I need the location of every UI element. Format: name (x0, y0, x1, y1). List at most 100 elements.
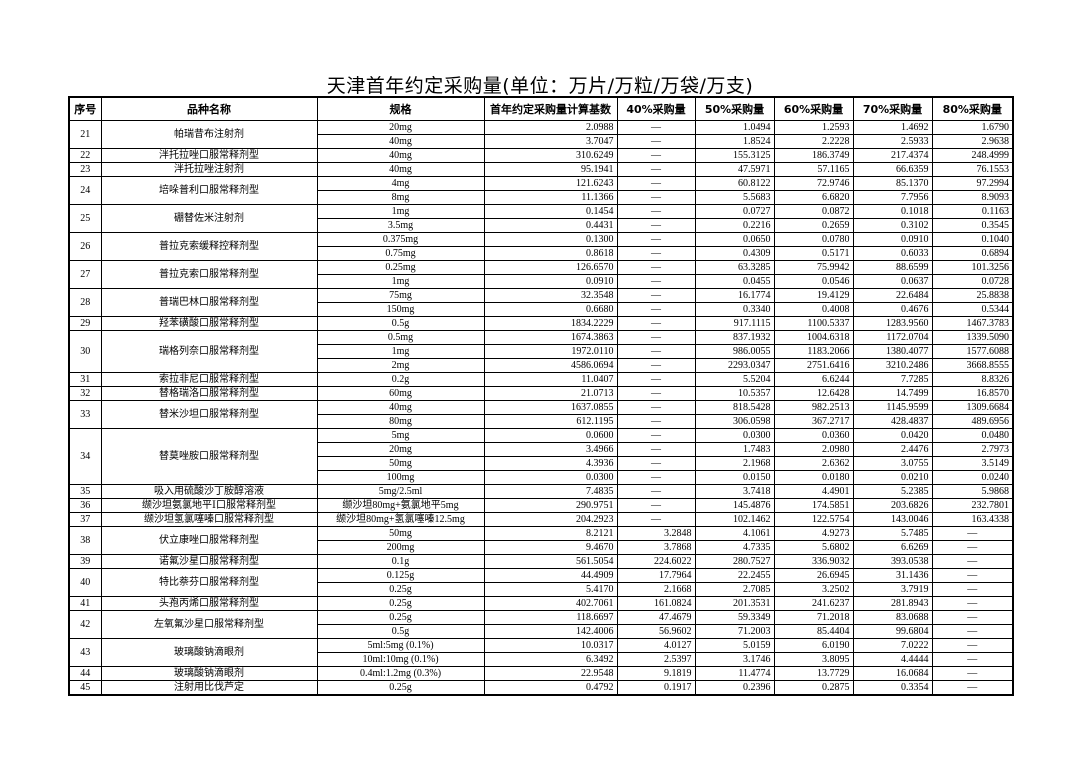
base-cell: 0.8618 (483, 246, 618, 261)
drug-name: 伏立康唑口服常释剂型 (100, 526, 318, 555)
spec-cell: 5mg (316, 428, 485, 443)
p80-cell: — (931, 540, 1014, 555)
p50-cell: 102.1462 (694, 512, 775, 527)
p80-cell: 489.6956 (931, 414, 1014, 429)
base-cell: 3.7047 (483, 134, 618, 149)
spec-cell: 20mg (316, 442, 485, 457)
base-cell: 0.4792 (483, 680, 618, 696)
table-row: 31 索拉非尼口服常释剂型 0.2g 11.0407—5.5204 6.6244 7.72… (68, 372, 1014, 387)
p40-cell: — (616, 512, 696, 527)
spec-cell: 100mg (316, 470, 485, 485)
p50-cell: 1.8524 (694, 134, 775, 149)
base-cell: 1972.0110 (483, 344, 618, 359)
p40-cell: — (616, 288, 696, 303)
p60-cell: 0.5171 (773, 246, 854, 261)
base-cell: 1674.3863 (483, 330, 618, 345)
header-50: 50%采购量 (694, 96, 775, 121)
p40-cell: 9.1819 (616, 666, 696, 681)
base-cell: 0.0910 (483, 274, 618, 289)
p80-cell: 0.5344 (931, 302, 1014, 317)
drug-name: 羟苯磺酸口服常释剂型 (100, 316, 318, 331)
spec-cell: 0.1g (316, 554, 485, 569)
table-row: 0.25g 5.4170 2.1668 2.7085 3.2502 3.7919— (69, 582, 1014, 597)
p80-cell: 3668.8555 (931, 358, 1014, 373)
drug-name: 吸入用硫酸沙丁胺醇溶液 (100, 484, 318, 499)
p80-cell: — (931, 526, 1014, 541)
p50-cell: 0.4309 (694, 246, 775, 261)
table-row: 42 左氧氟沙星口服常释剂型 0.25g 118.6697 47.4679 59.3349… (68, 610, 1014, 639)
p60-cell: 241.6237 (773, 596, 854, 611)
p40-cell: — (616, 484, 696, 499)
p70-cell: 66.6359 (852, 162, 933, 177)
drug-name: 培哚普利口服常释剂型 (100, 176, 318, 205)
base-cell: 1834.2229 (483, 316, 618, 331)
base-cell: 126.6570 (483, 260, 618, 275)
spec-cell: 0.4ml:1.2mg (0.3%) (316, 666, 485, 681)
table-row: 28 普瑞巴林口服常释剂型 75mg 32.3548—16.1774 19.4129 22… (68, 288, 1014, 317)
p60-cell: 3.8095 (773, 652, 854, 667)
drug-name: 普拉克索缓释控释剂型 (100, 232, 318, 261)
p70-cell: 31.1436 (852, 568, 933, 583)
table-row: 30 瑞格列奈口服常释剂型 0.5mg 1674.3863—837.1932 1004.… (68, 330, 1014, 373)
p70-cell: 203.6826 (852, 498, 933, 513)
spec-cell: 3.5mg (316, 218, 485, 233)
p70-cell: 1380.4077 (852, 344, 933, 359)
p40-cell: 56.9602 (616, 624, 696, 639)
drug-name: 左氧氟沙星口服常释剂型 (100, 610, 318, 639)
p60-cell: 75.9942 (773, 260, 854, 275)
header-base: 首年约定采购量计算基数 (483, 96, 618, 121)
spec-cell: 0.25g (316, 596, 485, 611)
p60-cell: 5.6802 (773, 540, 854, 555)
base-cell: 5.4170 (483, 582, 618, 597)
p70-cell: 85.1370 (852, 176, 933, 191)
drug-name: 诺氟沙星口服常释剂型 (100, 554, 318, 569)
p80-cell: 1577.6088 (931, 344, 1014, 359)
p70-cell: 7.0222 (852, 638, 933, 653)
p40-cell: — (616, 148, 696, 163)
table-row: 27 普拉克索口服常释剂型 0.25mg 126.6570—63.3285 75.994… (68, 260, 1014, 289)
p70-cell: 83.0688 (852, 610, 933, 625)
row-number: 21 (68, 120, 102, 149)
p40-cell: — (616, 372, 696, 387)
row-number: 28 (68, 288, 102, 317)
p60-cell: 1004.6318 (773, 330, 854, 345)
p40-cell: — (616, 414, 696, 429)
spec-cell: 0.25g (316, 680, 485, 696)
row-number: 30 (68, 330, 102, 373)
p60-cell: 6.6244 (773, 372, 854, 387)
p50-cell: 60.8122 (694, 176, 775, 191)
p80-cell: — (931, 680, 1014, 696)
p40-cell: 3.7868 (616, 540, 696, 555)
p70-cell: 1172.0704 (852, 330, 933, 345)
row-number: 44 (68, 666, 102, 681)
base-cell: 21.0713 (483, 386, 618, 401)
row-number: 36 (68, 498, 102, 513)
spec-cell: 0.2g (316, 372, 485, 387)
p40-cell: — (616, 232, 696, 247)
table-row: 29 羟苯磺酸口服常释剂型 0.5g 1834.2229—917.1115 1100.5… (68, 316, 1014, 331)
table-row: 20mg 3.4966—1.7483 2.0980 2.4476 2.7973 (69, 442, 1014, 457)
p70-cell: 0.1018 (852, 204, 933, 219)
p70-cell: 4.4444 (852, 652, 933, 667)
p80-cell: — (931, 652, 1014, 667)
p70-cell: 0.3102 (852, 218, 933, 233)
p80-cell: 1467.3783 (931, 316, 1014, 331)
table-row: 40mg 3.7047—1.8524 2.2228 2.5933 2.9638 (69, 134, 1014, 149)
base-cell: 142.4006 (483, 624, 618, 639)
p60-cell: 1183.2066 (773, 344, 854, 359)
p60-cell: 0.0872 (773, 204, 854, 219)
drug-name: 泮托拉唑注射剂 (100, 162, 318, 177)
base-cell: 4.3936 (483, 456, 618, 471)
p50-cell: 0.3340 (694, 302, 775, 317)
spec-cell: 50mg (316, 456, 485, 471)
p70-cell: 5.7485 (852, 526, 933, 541)
p70-cell: 143.0046 (852, 512, 933, 527)
p80-cell: 8.9093 (931, 190, 1014, 205)
p70-cell: 5.2385 (852, 484, 933, 499)
p40-cell: — (616, 456, 696, 471)
p50-cell: 16.1774 (694, 288, 775, 303)
p40-cell: 2.1668 (616, 582, 696, 597)
header-row: 序号 品种名称 规格 首年约定采购量计算基数 40%采购量 50%采购量 60%… (68, 96, 1014, 121)
p40-cell: — (616, 274, 696, 289)
table-row: 44 玻璃酸钠滴眼剂 0.4ml:1.2mg (0.3%) 22.9548 9.1819… (68, 666, 1014, 681)
